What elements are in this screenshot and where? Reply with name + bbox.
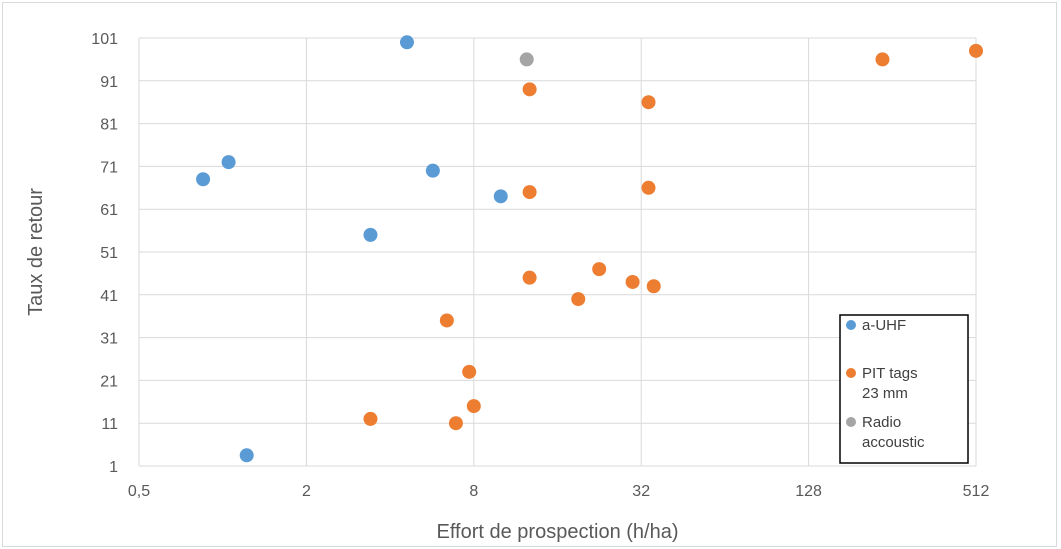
point-series1-2 bbox=[448, 416, 463, 431]
legend-marker-0 bbox=[846, 320, 856, 330]
point-series1-8 bbox=[571, 292, 586, 307]
y-axis-title: Taux de retour bbox=[25, 188, 47, 316]
y-tick-label-91: 91 bbox=[100, 74, 118, 91]
point-series1-3 bbox=[462, 364, 477, 379]
legend: a-UHF PIT tags 23 mm Radio accoustic bbox=[839, 314, 969, 464]
y-tick-label-51: 51 bbox=[100, 245, 118, 262]
point-series0-5 bbox=[425, 163, 440, 178]
data-points bbox=[196, 35, 983, 463]
point-series1-0 bbox=[363, 411, 378, 426]
x-tick-label-3: 32 bbox=[632, 483, 650, 500]
y-tick-label-41: 41 bbox=[100, 288, 118, 305]
y-tick-label-101: 101 bbox=[91, 31, 118, 48]
point-series1-7 bbox=[522, 270, 537, 285]
legend-label-2: Radio accoustic bbox=[862, 414, 925, 451]
y-tick-label-31: 31 bbox=[100, 331, 118, 348]
point-series1-5 bbox=[522, 82, 537, 97]
point-series1-10 bbox=[625, 274, 640, 289]
point-series0-0 bbox=[196, 172, 211, 187]
legend-label-1: PIT tags 23 mm bbox=[862, 365, 918, 402]
legend-marker-1 bbox=[846, 368, 856, 378]
y-tick-label-11: 11 bbox=[101, 416, 118, 433]
point-series1-15 bbox=[969, 43, 983, 58]
point-series1-9 bbox=[592, 262, 607, 277]
x-tick-label-2: 8 bbox=[469, 483, 478, 500]
point-series2-0 bbox=[519, 52, 534, 67]
point-series0-4 bbox=[399, 35, 414, 50]
y-tick-label-71: 71 bbox=[100, 159, 118, 176]
legend-items: a-UHF PIT tags 23 mm Radio accoustic bbox=[846, 317, 925, 451]
point-series0-2 bbox=[239, 448, 254, 463]
legend-box bbox=[839, 314, 969, 464]
point-series0-6 bbox=[493, 189, 508, 204]
x-tick-label-0: 0,5 bbox=[128, 483, 150, 500]
point-series1-14 bbox=[875, 52, 890, 67]
x-tick-label-5: 512 bbox=[963, 483, 990, 500]
x-axis-title: Effort de prospection (h/ha) bbox=[437, 521, 679, 543]
point-series0-3 bbox=[363, 227, 378, 242]
x-tick-label-1: 2 bbox=[302, 483, 311, 500]
legend-label-0: a-UHF bbox=[862, 317, 906, 334]
point-series1-6 bbox=[522, 185, 537, 200]
y-tick-label-21: 21 bbox=[100, 373, 118, 390]
y-tick-label-61: 61 bbox=[100, 202, 118, 219]
point-series1-4 bbox=[466, 399, 481, 414]
point-series1-1 bbox=[439, 313, 454, 328]
point-series1-13 bbox=[646, 279, 661, 294]
point-series1-11 bbox=[641, 95, 656, 110]
x-tick-label-4: 128 bbox=[795, 483, 822, 500]
y-tick-label-1: 1 bbox=[109, 459, 118, 476]
grid-lines bbox=[138, 37, 977, 467]
point-series0-1 bbox=[221, 155, 236, 170]
y-tick-label-81: 81 bbox=[100, 117, 118, 134]
point-series1-12 bbox=[641, 180, 656, 195]
legend-marker-2 bbox=[846, 417, 856, 427]
